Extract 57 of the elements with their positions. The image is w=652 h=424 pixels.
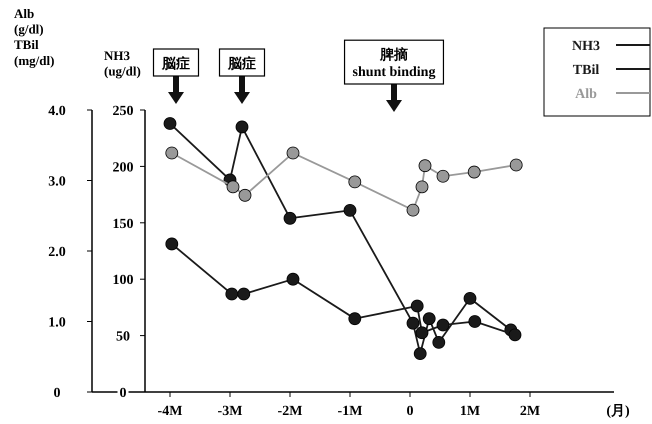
point — [236, 120, 248, 134]
y-tick-label: 0 — [54, 386, 60, 401]
y-axis-title: Alb (g/dl) TBil (mg/dl) — [14, 6, 54, 68]
annotation: 脾摘 shunt binding — [344, 40, 444, 112]
point — [284, 212, 296, 225]
point — [432, 336, 446, 349]
point — [406, 316, 420, 330]
y2-tick-label: 250 — [112, 104, 134, 119]
x-tick-label: 2M — [520, 404, 540, 419]
y2-tick-label: 200 — [112, 160, 134, 176]
annotation: 脳症 — [218, 48, 266, 104]
point — [414, 347, 427, 360]
point — [418, 159, 432, 172]
point — [165, 238, 178, 250]
point — [237, 288, 250, 300]
point — [416, 180, 428, 194]
point — [436, 170, 450, 183]
x-tick-label: 0 — [406, 404, 414, 419]
point — [464, 292, 476, 305]
point — [468, 166, 481, 178]
y2-tick-label: 50 — [116, 330, 130, 345]
y-tick-label: 4.0 — [48, 104, 66, 119]
y-tick-label: 2.0 — [48, 245, 66, 260]
point — [226, 180, 240, 194]
y2-tick-label: 100 — [112, 273, 134, 288]
point — [406, 204, 420, 217]
point — [416, 326, 428, 340]
point — [508, 328, 522, 342]
point — [238, 188, 252, 202]
y-tick-label: 3.0 — [48, 174, 66, 190]
legend-label: NH3 — [572, 39, 600, 54]
point — [468, 315, 482, 328]
point — [348, 176, 362, 188]
y2-axis-title: NH3 (ug/dl) — [104, 48, 141, 79]
x-tick-label: -1M — [338, 404, 362, 419]
point — [410, 300, 424, 312]
x-tick-label: -2M — [278, 404, 302, 419]
x-tick-label: 1M — [460, 404, 480, 419]
point — [286, 146, 300, 160]
legend-label: Alb — [575, 87, 598, 102]
point — [165, 146, 178, 160]
x-tick-label: -4M — [158, 404, 182, 419]
point — [344, 204, 356, 217]
point — [422, 312, 436, 326]
y-tick-label: 1.0 — [48, 316, 66, 330]
point — [510, 158, 523, 172]
point — [286, 272, 300, 286]
legend-label: TBil — [572, 63, 600, 78]
y2-tick-label: 150 — [112, 216, 134, 232]
point — [225, 288, 238, 300]
x-tick-label: -3M — [218, 404, 242, 419]
point — [164, 117, 176, 130]
point — [436, 318, 450, 332]
annotation: 脳症 — [152, 48, 200, 104]
point — [348, 312, 362, 326]
y2-tick-label: 0 — [120, 386, 126, 401]
x-axis-title: (月) — [606, 404, 630, 419]
